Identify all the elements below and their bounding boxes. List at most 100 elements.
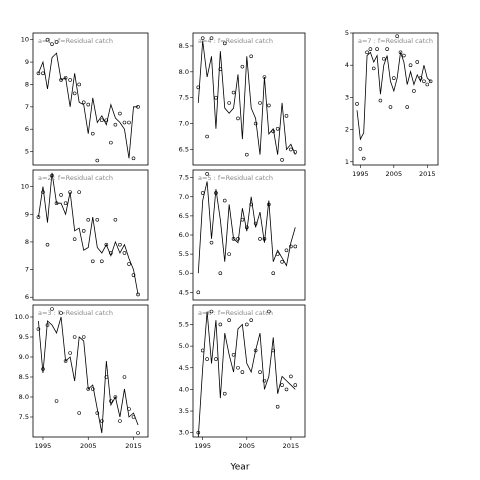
x-tick-label: 2005 xyxy=(386,170,403,178)
observed-point xyxy=(222,198,227,203)
observed-point xyxy=(122,375,127,379)
fitted-line xyxy=(197,181,296,274)
y-tick-label: 5.5 xyxy=(179,250,189,258)
y-tick-label: 9.5 xyxy=(19,333,29,341)
observed-point xyxy=(236,365,240,370)
fitted-line xyxy=(356,51,431,141)
observed-point xyxy=(68,351,72,355)
observed-point xyxy=(214,95,218,100)
observed-point xyxy=(100,259,104,264)
observed-point xyxy=(45,37,50,42)
observed-point xyxy=(280,383,284,387)
observed-point xyxy=(77,411,81,415)
observed-point xyxy=(131,156,136,161)
observed-point xyxy=(388,105,393,109)
y-tick-label: 3.0 xyxy=(179,429,189,437)
x-tick-label: 2005 xyxy=(239,442,256,450)
y-tick-label: 9.0 xyxy=(19,353,29,361)
observed-point xyxy=(249,54,254,59)
y-tick-label: 1 xyxy=(345,158,349,166)
observed-point xyxy=(258,237,262,241)
observed-point xyxy=(200,191,205,195)
y-tick-label: 7.5 xyxy=(179,174,189,182)
y-tick-label: 7.0 xyxy=(179,193,189,201)
y-tick-label: 4.5 xyxy=(179,364,189,372)
observed-point xyxy=(222,391,227,396)
observed-point xyxy=(109,140,113,145)
observed-point xyxy=(214,357,218,361)
observed-point xyxy=(100,118,104,123)
observed-point xyxy=(267,309,271,314)
observed-point xyxy=(218,322,223,327)
observed-point xyxy=(90,131,95,136)
observed-point xyxy=(378,98,383,103)
panel-title: a=2 : f=Residual catch xyxy=(38,174,113,182)
panel-title: a=6 : f=Residual catch xyxy=(198,309,273,317)
observed-point xyxy=(368,47,373,51)
y-tick-label: 5.0 xyxy=(179,342,189,350)
y-tick-label: 2 xyxy=(345,126,349,134)
observed-point xyxy=(54,399,59,403)
observed-point xyxy=(408,63,413,67)
observed-point xyxy=(205,172,209,176)
y-tick-label: 7 xyxy=(25,266,29,274)
observed-point xyxy=(196,290,201,295)
y-tick-label: 7.0 xyxy=(179,120,189,128)
y-tick-label: 7 xyxy=(25,103,29,111)
x-axis-label: Year xyxy=(229,463,249,473)
fitted-line xyxy=(197,40,296,155)
panel-title: a=3 : f=Residual catch xyxy=(38,309,113,317)
observed-point xyxy=(271,271,276,276)
y-tick-label: 10.0 xyxy=(15,313,29,321)
observed-point xyxy=(118,242,122,247)
observed-point xyxy=(113,217,118,222)
observed-point xyxy=(249,318,254,322)
observed-point xyxy=(86,102,91,107)
y-tick-label: 10 xyxy=(21,183,29,191)
x-tick-label: 2005 xyxy=(80,442,97,450)
observed-point xyxy=(218,271,223,276)
observed-point xyxy=(136,431,140,435)
x-tick-label: 2015 xyxy=(125,442,142,450)
observed-point xyxy=(231,352,236,357)
observed-point xyxy=(72,335,77,339)
panel-frame xyxy=(32,32,149,166)
observed-point xyxy=(236,116,240,121)
x-tick-label: 1995 xyxy=(35,442,52,450)
observed-point xyxy=(284,114,289,118)
observed-point xyxy=(205,357,209,361)
observed-point xyxy=(415,60,420,64)
panel-title: a=1 : f=Residual catch xyxy=(38,37,113,45)
observed-point xyxy=(81,100,86,105)
y-tick-label: 5.0 xyxy=(179,269,189,277)
observed-point xyxy=(200,36,205,40)
observed-point xyxy=(395,34,399,39)
observed-point xyxy=(405,105,410,109)
observed-point xyxy=(72,237,77,241)
observed-point xyxy=(289,147,293,152)
fitted-line xyxy=(38,52,139,159)
observed-point xyxy=(371,66,376,71)
y-tick-label: 3 xyxy=(345,93,349,101)
y-tick-label: 8.0 xyxy=(179,68,189,76)
y-tick-label: 6 xyxy=(25,125,29,133)
y-tick-label: 6 xyxy=(25,293,29,301)
panel-frame xyxy=(192,169,306,301)
observed-point xyxy=(280,259,284,264)
observed-point xyxy=(267,103,271,108)
observed-point xyxy=(90,259,95,264)
observed-point xyxy=(95,217,100,222)
observed-point xyxy=(209,240,214,245)
observed-point xyxy=(77,82,81,87)
observed-point xyxy=(127,120,131,125)
observed-point xyxy=(275,126,280,131)
observed-point xyxy=(258,370,262,374)
observed-point xyxy=(127,262,131,266)
observed-point xyxy=(54,40,59,44)
y-tick-label: 5 xyxy=(345,29,349,37)
fitted-line xyxy=(38,172,139,295)
observed-point xyxy=(293,244,298,249)
observed-point xyxy=(402,53,406,58)
observed-point xyxy=(113,122,118,127)
y-tick-label: 5 xyxy=(25,148,29,156)
